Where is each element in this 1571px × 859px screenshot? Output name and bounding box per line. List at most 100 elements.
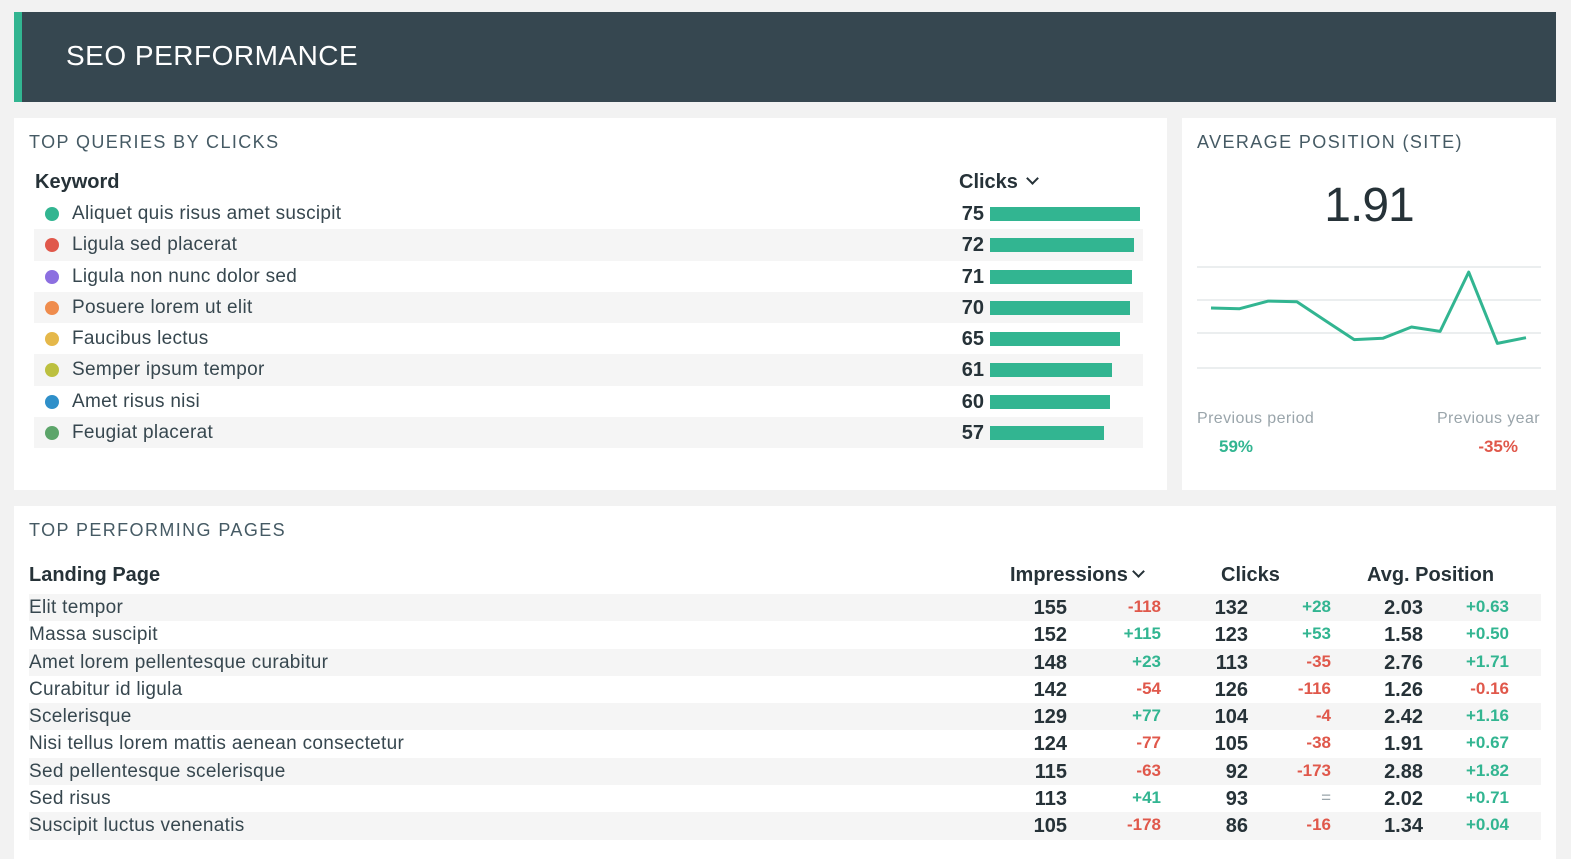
- clicks-value: 104: [1214, 706, 1248, 729]
- impressions-value: 113: [1034, 788, 1067, 811]
- clicks-value: 105: [1214, 733, 1248, 756]
- clicks-value: 93: [1225, 788, 1248, 811]
- landing-page-name: Massa suscipit: [29, 624, 158, 646]
- query-clicks-value: 61: [961, 359, 984, 382]
- avg-position-delta: -0.16: [1470, 678, 1509, 698]
- previous-period-label: Previous period: [1197, 410, 1315, 427]
- impressions-value: 152: [1033, 624, 1067, 647]
- queries-list: Aliquet quis risus amet suscipit 75 Ligula…: [34, 198, 1143, 449]
- table-row: Amet lorem pellentesque curabitur 148 +23 1…: [29, 648, 1541, 676]
- query-clicks-value: 60: [961, 390, 984, 413]
- impressions-delta: -118: [1127, 597, 1161, 616]
- average-position-value: 1.91: [1324, 179, 1414, 232]
- impressions-delta: +77: [1132, 706, 1161, 726]
- list-item: Semper ipsum tempor 61: [34, 354, 1143, 386]
- legend-dot-icon: [45, 300, 59, 315]
- list-item: Faucibus lectus 65: [34, 323, 1143, 354]
- table-row: Suscipit luctus venenatis 105 -178 86 -16 1.3…: [29, 812, 1541, 840]
- previous-year-label: Previous year: [1436, 410, 1540, 427]
- query-clicks-bar: [990, 426, 1104, 441]
- impressions-delta: -178: [1126, 815, 1161, 835]
- impressions-delta: -54: [1136, 678, 1161, 698]
- previous-period-value: 59%: [1219, 437, 1254, 456]
- panel-title: TOP PERFORMING PAGES: [29, 520, 287, 540]
- table-row: Sed risus 113 +41 93 = 2.02 +0.71: [29, 785, 1541, 812]
- page-title: SEO PERFORMANCE: [66, 40, 359, 71]
- avg-position-delta: +0.04: [1465, 815, 1509, 835]
- top-pages-panel: TOP PERFORMING PAGES Landing Page Impres…: [14, 506, 1556, 859]
- impressions-column-label: Impressions: [1010, 564, 1128, 586]
- query-clicks-bar: [990, 207, 1140, 221]
- clicks-value: 86: [1225, 815, 1248, 838]
- legend-dot-icon: [45, 269, 59, 284]
- query-clicks-bar: [990, 238, 1134, 253]
- impressions-value: 148: [1033, 651, 1067, 674]
- query-clicks-value: 72: [961, 234, 984, 257]
- query-label: Ligula non nunc dolor sed: [72, 265, 298, 287]
- clicks-value: 126: [1214, 678, 1248, 701]
- avg-position-value: 2.03: [1384, 597, 1423, 619]
- dashboard-header: SEO PERFORMANCE: [14, 12, 1556, 102]
- query-clicks-bar: [990, 363, 1112, 378]
- clicks-delta: -35: [1306, 651, 1331, 671]
- pages-table: Elit tempor 155 -118 132 +28 2.03 +0.63 Massa s…: [29, 594, 1541, 840]
- landing-page-name: Elit tempor: [29, 597, 124, 618]
- list-item: Aliquet quis risus amet suscipit 75: [34, 198, 1143, 229]
- query-label: Semper ipsum tempor: [72, 359, 265, 381]
- avg-position-value: 2.02: [1384, 788, 1423, 811]
- average-position-sparkline: [1197, 266, 1541, 369]
- list-item: Posuere lorem ut elit 70: [34, 291, 1143, 324]
- avg-position-value: 1.58: [1384, 624, 1423, 647]
- impressions-delta: +115: [1123, 624, 1161, 644]
- impressions-sort-header[interactable]: Impressions: [1010, 564, 1145, 587]
- chevron-down-icon: [1131, 565, 1145, 578]
- legend-dot-icon: [45, 426, 59, 441]
- query-label: Faucibus lectus: [72, 328, 209, 350]
- avg-position-value: 2.88: [1384, 760, 1423, 783]
- clicks-sort-header[interactable]: Clicks: [959, 171, 1039, 194]
- chevron-down-icon: [1026, 172, 1039, 185]
- impressions-value: 115: [1034, 760, 1067, 783]
- table-row: Elit tempor 155 -118 132 +28 2.03 +0.63: [29, 594, 1541, 622]
- panel-title: TOP QUERIES BY CLICKS: [29, 132, 280, 152]
- clicks-value: 132: [1214, 597, 1248, 619]
- query-label: Posuere lorem ut elit: [72, 296, 253, 318]
- query-label: Amet risus nisi: [72, 390, 201, 412]
- query-clicks-value: 71: [961, 265, 984, 288]
- avg-position-delta: +1.16: [1465, 706, 1509, 726]
- avg-position-value: 2.42: [1384, 706, 1423, 729]
- legend-dot-icon: [45, 363, 59, 378]
- clicks-delta: =: [1321, 788, 1331, 808]
- list-item: Amet risus nisi 60: [34, 386, 1143, 417]
- legend-dot-icon: [45, 394, 59, 409]
- landing-page-name: Suscipit luctus venenatis: [29, 815, 245, 837]
- clicks-delta: -16: [1306, 815, 1331, 835]
- avg-position-column-header: Avg. Position: [1367, 564, 1495, 586]
- impressions-delta: -77: [1136, 733, 1161, 753]
- avg-position-delta: +0.71: [1465, 788, 1509, 808]
- query-clicks-bar: [990, 394, 1110, 409]
- avg-position-delta: +1.82: [1465, 760, 1509, 780]
- previous-year-value: -35%: [1478, 437, 1518, 456]
- avg-position-value: 1.91: [1384, 733, 1423, 756]
- landing-page-name: Sed pellentesque scelerisque: [29, 760, 286, 782]
- clicks-value: 92: [1225, 760, 1248, 783]
- impressions-value: 129: [1033, 706, 1067, 729]
- legend-dot-icon: [45, 238, 59, 253]
- clicks-value: 123: [1214, 624, 1248, 647]
- query-label: Feugiat placerat: [72, 422, 214, 444]
- impressions-delta: +41: [1132, 788, 1161, 808]
- clicks-column-header: Clicks: [1221, 564, 1280, 586]
- panel-title: AVERAGE POSITION (SITE): [1197, 132, 1463, 152]
- clicks-delta: -38: [1306, 733, 1331, 753]
- clicks-value: 113: [1215, 651, 1248, 674]
- list-item: Feugiat placerat 57: [34, 417, 1143, 449]
- impressions-delta: -63: [1136, 760, 1161, 780]
- impressions-value: 142: [1033, 678, 1067, 701]
- avg-position-delta: +0.67: [1465, 733, 1509, 753]
- table-row: Sed pellentesque scelerisque 115 -63 92 -173…: [29, 757, 1541, 786]
- list-item: Ligula non nunc dolor sed 71: [34, 261, 1143, 292]
- avg-position-delta: +0.50: [1465, 624, 1509, 644]
- clicks-delta: -116: [1297, 678, 1331, 698]
- impressions-value: 155: [1033, 597, 1067, 619]
